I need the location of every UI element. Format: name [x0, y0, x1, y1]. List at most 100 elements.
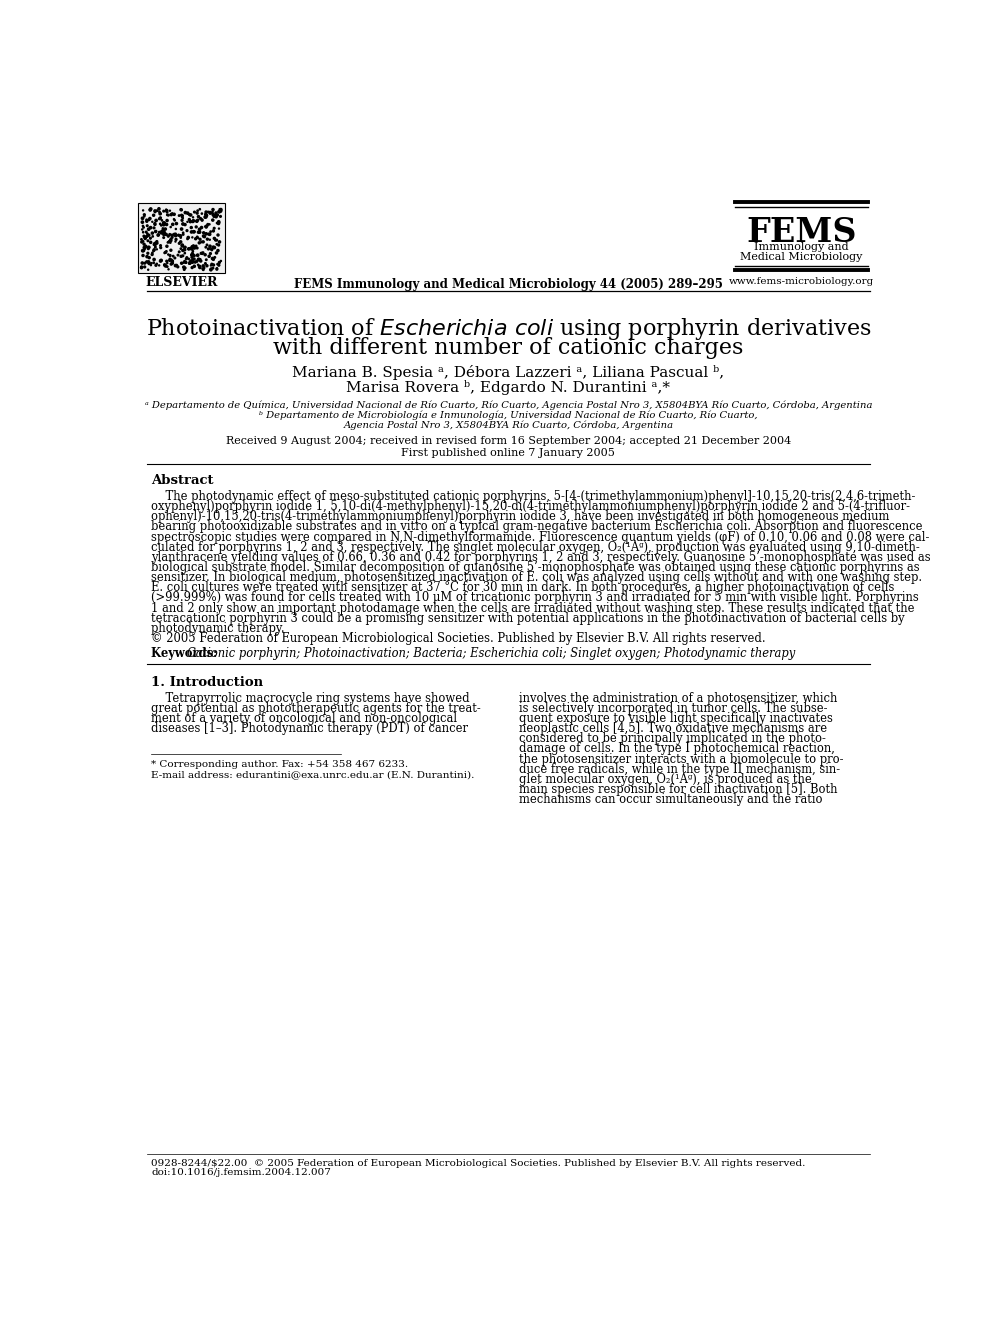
- Point: [209, 234, 225, 255]
- Point: [147, 201, 163, 222]
- Point: [161, 232, 177, 253]
- Point: [141, 251, 157, 273]
- Point: [207, 229, 223, 250]
- Point: [139, 216, 155, 237]
- Point: [142, 198, 158, 220]
- Point: [140, 224, 156, 245]
- Text: ᵇ Departamento de Microbiología e Inmunología, Universidad Nacional de Río Cuart: ᵇ Departamento de Microbiología e Inmuno…: [259, 410, 758, 419]
- Point: [159, 200, 175, 221]
- Point: [205, 221, 221, 242]
- Point: [175, 239, 190, 261]
- Point: [211, 254, 227, 275]
- Text: (>99.999%) was found for cells treated with 10 μM of tricationic porphyrin 3 and: (>99.999%) was found for cells treated w…: [151, 591, 919, 605]
- Point: [139, 246, 155, 267]
- Point: [138, 222, 154, 243]
- Point: [178, 214, 193, 235]
- Point: [173, 238, 188, 259]
- Point: [190, 249, 206, 270]
- Point: [152, 213, 168, 234]
- Point: [166, 246, 182, 267]
- Point: [135, 230, 151, 251]
- Point: [194, 209, 210, 230]
- Point: [167, 247, 183, 269]
- Point: [152, 201, 168, 222]
- Point: [167, 210, 183, 232]
- Point: [200, 238, 216, 259]
- Text: ment of a variety of oncological and non-oncological: ment of a variety of oncological and non…: [151, 712, 457, 725]
- Point: [137, 257, 153, 278]
- Point: [209, 258, 225, 279]
- Point: [168, 225, 184, 246]
- Point: [156, 212, 172, 233]
- Point: [198, 224, 214, 245]
- Point: [163, 239, 179, 261]
- Text: First published online 7 January 2005: First published online 7 January 2005: [402, 447, 615, 458]
- Point: [148, 235, 164, 257]
- Point: [188, 251, 204, 273]
- Point: [135, 222, 151, 243]
- Point: [186, 249, 202, 270]
- Point: [178, 251, 193, 273]
- Point: [203, 239, 219, 261]
- Text: FEMS Immunology and Medical Microbiology 44 (2005) 289–295: FEMS Immunology and Medical Microbiology…: [294, 278, 723, 291]
- Point: [178, 202, 193, 224]
- Point: [199, 234, 215, 255]
- Point: [211, 201, 227, 222]
- Point: [209, 213, 225, 234]
- Point: [205, 209, 221, 230]
- Point: [135, 216, 151, 237]
- Point: [211, 198, 227, 220]
- Point: [204, 201, 220, 222]
- Point: [189, 209, 205, 230]
- Point: [180, 220, 195, 241]
- Point: [193, 242, 209, 263]
- Point: [205, 198, 221, 220]
- Point: [192, 229, 208, 250]
- Point: [175, 206, 190, 228]
- Point: [193, 232, 209, 253]
- Bar: [138, 204, 225, 273]
- Point: [183, 210, 198, 232]
- Point: [205, 258, 221, 279]
- Point: [155, 218, 171, 239]
- Point: [180, 229, 195, 250]
- Point: [160, 204, 176, 225]
- Point: [163, 229, 179, 250]
- Point: [168, 229, 184, 250]
- Text: with different number of cationic charges: with different number of cationic charge…: [273, 337, 744, 360]
- Point: [145, 242, 161, 263]
- Point: [200, 224, 216, 245]
- Point: [173, 232, 188, 253]
- Point: [146, 217, 162, 238]
- Point: [199, 229, 215, 250]
- Point: [143, 228, 159, 249]
- Point: [134, 229, 150, 250]
- Point: [137, 253, 153, 274]
- Point: [150, 225, 166, 246]
- Point: [151, 255, 167, 277]
- Point: [203, 259, 219, 280]
- Point: [188, 217, 204, 238]
- Point: [153, 250, 169, 271]
- Point: [171, 225, 186, 246]
- Text: 0928-8244/$22.00  © 2005 Federation of European Microbiological Societies. Publi: 0928-8244/$22.00 © 2005 Federation of Eu…: [151, 1159, 806, 1168]
- Point: [136, 206, 152, 228]
- Point: [191, 255, 207, 277]
- Point: [183, 238, 198, 259]
- Point: [148, 210, 164, 232]
- Point: [206, 206, 222, 228]
- Point: [208, 229, 224, 250]
- Point: [185, 210, 200, 232]
- Text: www.fems-microbiology.org: www.fems-microbiology.org: [729, 277, 874, 286]
- Point: [173, 198, 188, 220]
- Point: [197, 206, 213, 228]
- Point: [173, 228, 188, 249]
- Point: [159, 201, 175, 222]
- Point: [201, 229, 217, 250]
- Text: Agencia Postal Nro 3, X5804BYA Río Cuarto, Córdoba, Argentina: Agencia Postal Nro 3, X5804BYA Río Cuart…: [343, 421, 674, 430]
- Text: Tetrapyrrolic macrocycle ring systems have showed: Tetrapyrrolic macrocycle ring systems ha…: [151, 692, 470, 705]
- Point: [177, 250, 192, 271]
- Point: [158, 255, 174, 277]
- Point: [141, 225, 157, 246]
- Point: [212, 201, 228, 222]
